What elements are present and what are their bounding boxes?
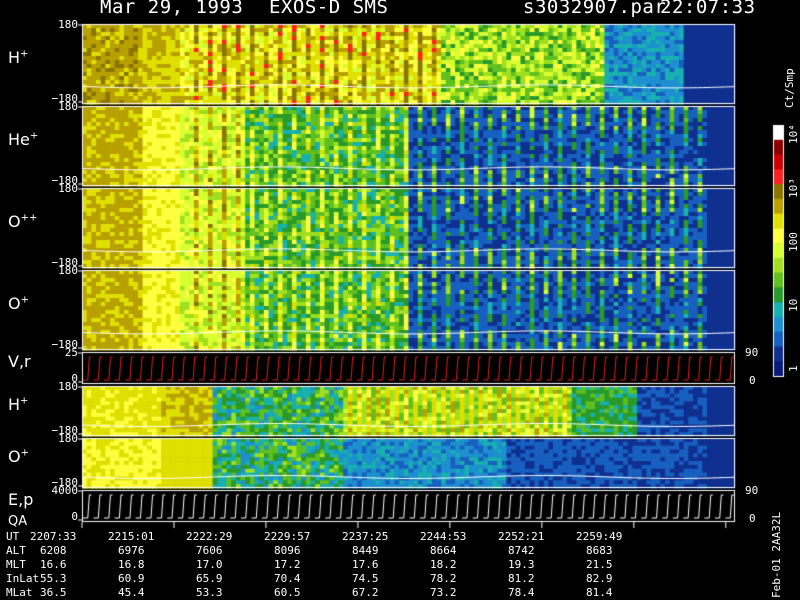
colorbar-tick-label: 100: [787, 232, 800, 252]
y-tick-top: 180: [58, 182, 78, 195]
panel-label: O+: [8, 447, 29, 466]
axis-row-value: 73.2: [430, 586, 457, 599]
y-tick-bottom: 0: [71, 510, 78, 523]
panel-sublabel: QA: [8, 514, 28, 529]
axis-row-value: 45.4: [118, 586, 145, 599]
panel-label: O++: [8, 212, 38, 231]
y-tick-top: 180: [58, 18, 78, 31]
axis-row-name: MLT: [6, 558, 26, 571]
axis-row-value: 82.9: [586, 572, 613, 585]
y-tick-top: 180: [58, 432, 78, 445]
plot-time: 22:07:33: [660, 0, 756, 18]
y-tick-top: 180: [58, 380, 78, 393]
axis-row-name: UT: [6, 530, 20, 543]
colorbar-tick-label: 10³: [787, 178, 800, 198]
axis-row-value: 74.5: [352, 572, 379, 585]
y-tick-bottom: −180: [51, 338, 79, 351]
axis-row-value: 67.2: [352, 586, 379, 599]
axis-row-value: 2252:21: [498, 530, 545, 543]
y-tick-top: 180: [58, 264, 78, 277]
axis-row-value: 2237:25: [342, 530, 389, 543]
right-tick-bottom: 0: [749, 512, 756, 525]
axis-row-value: 7606: [196, 544, 223, 557]
colorbar-unit: Ct/Smp: [783, 68, 796, 108]
axis-row-value: 8742: [508, 544, 535, 557]
y-tick-top: 4000: [51, 484, 79, 497]
y-tick-top: 180: [58, 100, 78, 113]
colorbar-tick-label: 10⁴: [787, 124, 800, 144]
axis-row-value: 36.5: [40, 586, 67, 599]
axis-row-value: 21.5: [586, 558, 613, 571]
axis-row-value: 78.4: [508, 586, 535, 599]
axis-row-value: 18.2: [430, 558, 457, 571]
colorbar-tick-label: 1: [787, 365, 800, 372]
right-tick-bottom: 0: [749, 374, 756, 387]
panel-label: E,p: [8, 490, 34, 509]
axis-row-value: 70.4: [274, 572, 301, 585]
y-tick-bottom: −180: [51, 92, 79, 105]
axis-row-value: 8664: [430, 544, 457, 557]
axis-row-value: 2222:29: [186, 530, 233, 543]
panel-label: V,r: [8, 352, 31, 371]
panel-label: H+: [8, 395, 29, 414]
axis-row-value: 8096: [274, 544, 301, 557]
file-name: s3032907.par: [523, 0, 667, 18]
y-tick-top: 25: [64, 346, 78, 359]
axis-row-value: 16.8: [118, 558, 145, 571]
axis-row-value: 2207:33: [30, 530, 77, 543]
axis-row-value: 19.3: [508, 558, 535, 571]
axis-row-value: 78.2: [430, 572, 457, 585]
axis-row-value: 2215:01: [108, 530, 155, 543]
panel-label: O+: [8, 294, 29, 313]
axis-row-value: 55.3: [40, 572, 67, 585]
axis-row-name: ALT: [6, 544, 26, 557]
axis-row-value: 6976: [118, 544, 145, 557]
axis-row-value: 6208: [40, 544, 67, 557]
side-note: Feb-01 2AA32L: [770, 511, 783, 598]
colorbar-tick-label: 10: [787, 298, 800, 312]
axis-row-name: MLat: [6, 586, 33, 599]
instrument-title: EXOS-D SMS: [269, 0, 389, 18]
axis-row-value: 17.2: [274, 558, 301, 571]
right-tick-top: 90: [745, 346, 759, 359]
axis-row-value: 2259:49: [576, 530, 623, 543]
axis-row-value: 2244:53: [420, 530, 467, 543]
axis-row-value: 81.4: [586, 586, 613, 599]
y-tick-bottom: −180: [51, 424, 79, 437]
y-tick-bottom: −180: [51, 256, 79, 269]
axis-row-value: 8449: [352, 544, 379, 557]
axis-row-value: 53.3: [196, 586, 223, 599]
panel-label: H+: [8, 48, 29, 67]
axis-row-value: 60.5: [274, 586, 301, 599]
y-tick-bottom: −180: [51, 476, 79, 489]
axis-row-value: 8683: [586, 544, 613, 557]
axis-row-value: 65.9: [196, 572, 223, 585]
axis-row-value: 2229:57: [264, 530, 311, 543]
axis-row-value: 17.0: [196, 558, 223, 571]
plot-date: Mar 29, 1993: [100, 0, 244, 18]
y-tick-bottom: 0: [71, 372, 78, 385]
axis-row-name: InLat: [6, 572, 40, 585]
axis-row-value: 60.9: [118, 572, 145, 585]
axis-row-value: 17.6: [352, 558, 379, 571]
right-tick-top: 90: [745, 484, 759, 497]
axis-row-value: 81.2: [508, 572, 535, 585]
panel-label: He+: [8, 130, 39, 149]
axis-row-value: 16.6: [40, 558, 67, 571]
y-tick-bottom: −180: [51, 174, 79, 187]
